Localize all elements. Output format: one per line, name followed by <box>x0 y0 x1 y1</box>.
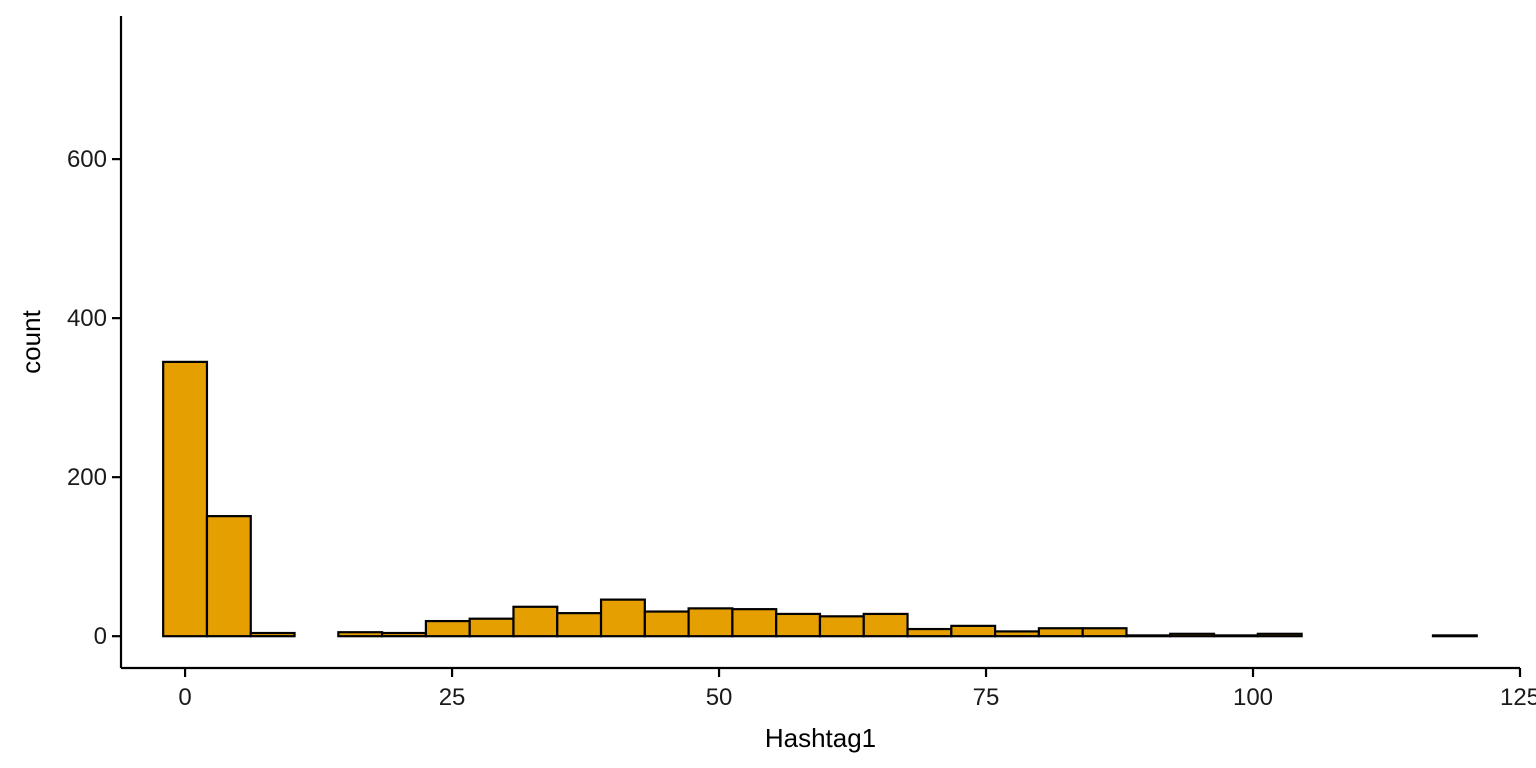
x-tick-label: 25 <box>439 684 466 711</box>
histogram-bar <box>337 631 384 638</box>
histogram-bar <box>162 360 209 638</box>
histogram-bar <box>424 619 471 638</box>
histogram-bar <box>1212 634 1259 638</box>
histogram-bar <box>1081 627 1128 638</box>
x-tick-label: 0 <box>178 684 191 711</box>
y-axis-ticks: 0 200 400 600 <box>67 146 121 650</box>
bars-layer <box>162 360 1478 638</box>
y-tick-label: 0 <box>94 623 107 650</box>
histogram-bar <box>906 627 953 638</box>
axes-layer <box>119 16 1520 670</box>
histogram-bar <box>862 612 909 638</box>
histogram-bar <box>818 615 865 638</box>
histogram-bar <box>1125 634 1172 638</box>
histogram-bar <box>1037 627 1084 638</box>
histogram-bar <box>994 630 1040 638</box>
histogram-bar <box>468 617 515 638</box>
histogram-bar <box>1169 632 1216 638</box>
x-tick-label: 50 <box>706 684 733 711</box>
x-tick-label: 100 <box>1233 684 1273 711</box>
histogram-bar <box>249 631 296 638</box>
y-axis-title: count <box>16 309 46 373</box>
histogram-bar <box>599 598 646 638</box>
y-tick-label: 400 <box>67 305 107 332</box>
histogram-bar <box>950 624 997 638</box>
x-tick-label: 125 <box>1500 684 1536 711</box>
histogram-bar <box>512 605 559 638</box>
histogram-bar <box>205 515 252 638</box>
histogram-bar <box>687 607 734 638</box>
x-axis-title: Hashtag1 <box>765 723 876 753</box>
histogram-bar <box>381 631 427 638</box>
x-axis-ticks: 0 25 50 75 100 125 <box>178 668 1536 711</box>
histogram-bar <box>1431 634 1478 638</box>
histogram-bar <box>775 612 822 638</box>
histogram-bar <box>556 612 603 638</box>
y-tick-label: 200 <box>67 464 107 491</box>
x-tick-label: 75 <box>973 684 1000 711</box>
histogram-bar <box>731 608 778 638</box>
histogram-bar <box>643 610 690 638</box>
y-tick-label: 600 <box>67 146 107 173</box>
histogram-bar <box>1256 632 1303 638</box>
